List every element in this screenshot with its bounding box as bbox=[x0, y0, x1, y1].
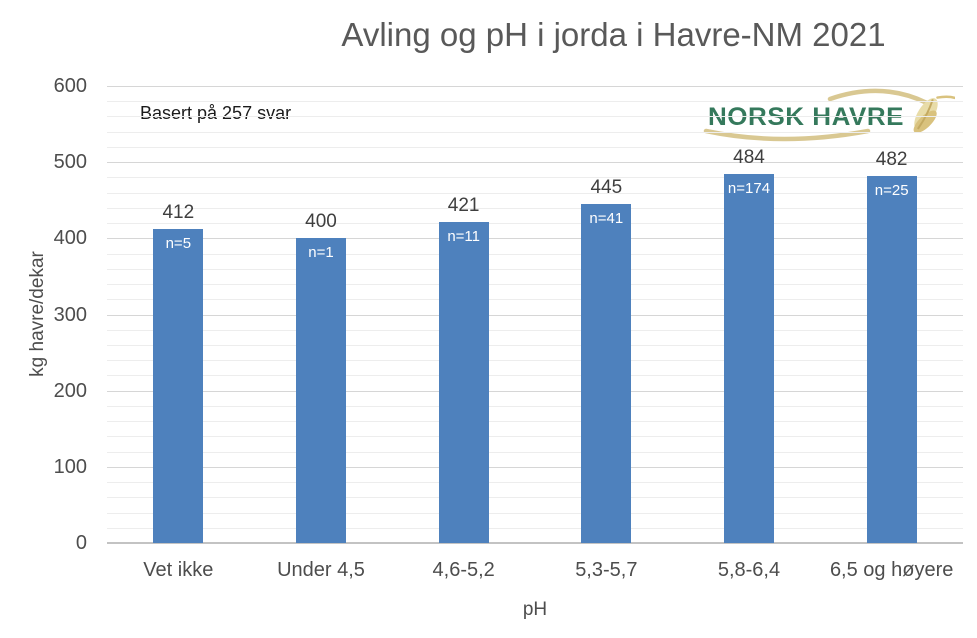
minor-gridline bbox=[107, 497, 963, 499]
major-gridline bbox=[107, 466, 963, 468]
logo-swoosh-bottom-icon bbox=[703, 128, 871, 142]
minor-gridline bbox=[107, 436, 963, 438]
minor-gridline bbox=[107, 405, 963, 407]
minor-gridline bbox=[107, 223, 963, 225]
x-category-label: 5,3-5,7 bbox=[575, 559, 638, 581]
minor-gridline bbox=[107, 375, 963, 377]
bar-5,3-5,7 bbox=[581, 204, 632, 543]
bar-count-label: n=11 bbox=[447, 228, 480, 246]
minor-gridline bbox=[107, 527, 963, 529]
bar-count-label: n=1 bbox=[308, 244, 334, 262]
minor-gridline bbox=[107, 299, 963, 301]
minor-gridline bbox=[107, 146, 963, 148]
major-gridline bbox=[107, 390, 963, 392]
y-tick-label: 100 bbox=[53, 455, 87, 478]
x-category-label: Under 4,5 bbox=[277, 559, 365, 581]
bar-value-label: 400 bbox=[305, 211, 337, 233]
major-gridline bbox=[107, 238, 963, 240]
minor-gridline bbox=[107, 253, 963, 255]
bar-Under 4,5 bbox=[296, 238, 346, 543]
y-tick-label: 300 bbox=[53, 303, 87, 326]
bar-value-label: 421 bbox=[447, 195, 480, 217]
x-category-label: 6,5 og høyere bbox=[829, 559, 954, 581]
minor-gridline bbox=[107, 329, 963, 331]
x-category-label: Vet ikke bbox=[143, 559, 214, 581]
minor-gridline bbox=[107, 344, 963, 346]
y-tick-label: 200 bbox=[53, 379, 87, 402]
minor-gridline bbox=[107, 101, 963, 103]
bar-count-label: n=41 bbox=[589, 210, 624, 228]
minor-gridline bbox=[107, 177, 963, 179]
annotation-note: Basert på 257 svar bbox=[140, 103, 292, 123]
bar-value-label: 484 bbox=[733, 147, 765, 169]
minor-gridline bbox=[107, 482, 963, 484]
minor-gridline bbox=[107, 284, 963, 286]
bar-5,8-6,4 bbox=[724, 174, 774, 543]
bar-count-label: n=5 bbox=[165, 235, 192, 253]
minor-gridline bbox=[107, 192, 963, 194]
bar-value-label: 482 bbox=[875, 148, 908, 170]
x-category-label: 5,8-6,4 bbox=[717, 559, 781, 581]
bar-4,6-5,2 bbox=[438, 222, 489, 543]
y-tick-label: 600 bbox=[53, 75, 87, 97]
minor-gridline bbox=[107, 360, 963, 362]
x-axis-line bbox=[107, 542, 963, 544]
bar-Vet ikke bbox=[153, 229, 204, 543]
y-tick-label: 400 bbox=[53, 227, 87, 250]
major-gridline bbox=[107, 314, 963, 316]
minor-gridline bbox=[107, 451, 963, 453]
minor-gridline bbox=[107, 268, 963, 270]
plot-area: 412 n=5 400 n=1 421 n=11 445 n=41 484 n=174 482 n=2… bbox=[107, 86, 963, 544]
minor-gridline bbox=[107, 207, 963, 209]
x-category-label: 4,6-5,2 bbox=[432, 559, 495, 581]
minor-gridline bbox=[107, 131, 963, 133]
bar-value-label: 445 bbox=[590, 177, 623, 199]
y-tick-label: 0 bbox=[75, 532, 87, 554]
bar-count-label: n=25 bbox=[874, 181, 909, 199]
minor-gridline bbox=[107, 512, 963, 514]
y-tick-label: 500 bbox=[53, 151, 87, 174]
major-gridline bbox=[107, 86, 963, 87]
bar-count-label: n=174 bbox=[727, 180, 771, 198]
x-axis-title: pH bbox=[522, 599, 548, 620]
bar-6,5 og høyere bbox=[866, 175, 917, 543]
minor-gridline bbox=[107, 116, 963, 118]
bar-value-label: 412 bbox=[162, 202, 195, 224]
logo-swoosh-top-icon bbox=[827, 88, 930, 106]
major-gridline bbox=[107, 162, 963, 164]
minor-gridline bbox=[107, 421, 963, 423]
chart-title: Avling og pH i jorda i Havre-NM 2021 bbox=[341, 16, 886, 53]
